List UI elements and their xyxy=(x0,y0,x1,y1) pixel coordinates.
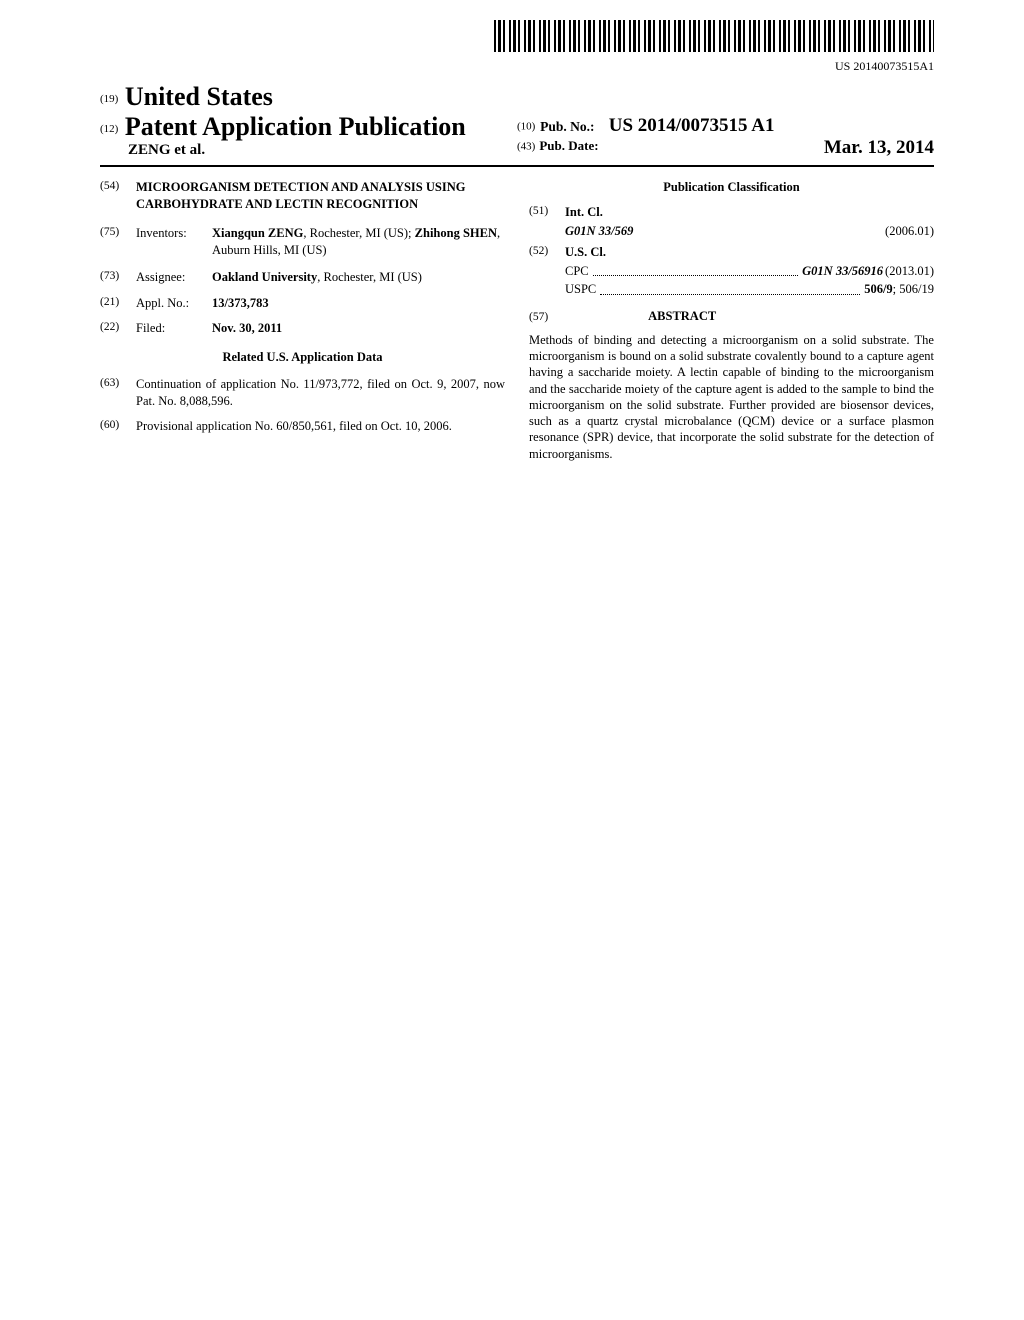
continuation: Continuation of application No. 11/973,7… xyxy=(136,376,505,410)
columns: (54) MICROORGANISM DETECTION AND ANALYSI… xyxy=(100,179,934,462)
related-title: Related U.S. Application Data xyxy=(100,349,505,366)
inventor1-loc: , Rochester, MI (US); xyxy=(303,226,414,240)
filed-code: (22) xyxy=(100,320,136,337)
authors: ZENG et al. xyxy=(100,142,517,159)
filed-label: Filed: xyxy=(136,320,212,337)
abstract-code: (57) xyxy=(529,310,565,326)
country: United States xyxy=(125,82,273,111)
pubdate: Mar. 13, 2014 xyxy=(824,137,934,159)
cpc-value: G01N 33/56916 xyxy=(802,263,883,280)
inventors-label: Inventors: xyxy=(136,225,212,259)
intcl-class: G01N 33/569 xyxy=(565,223,633,240)
divider xyxy=(100,165,934,167)
left-column: (54) MICROORGANISM DETECTION AND ANALYSI… xyxy=(100,179,505,462)
assignee-name: Oakland University xyxy=(212,270,317,284)
abstract-text: Methods of binding and detecting a micro… xyxy=(529,332,934,462)
abstract-title: ABSTRACT xyxy=(648,309,716,323)
assignee-loc: , Rochester, MI (US) xyxy=(317,270,422,284)
prov-code: (60) xyxy=(100,418,136,435)
uscl-code: (52) xyxy=(529,244,565,261)
intcl-label: Int. Cl. xyxy=(565,204,603,221)
applno-code: (21) xyxy=(100,295,136,312)
cont-code: (63) xyxy=(100,376,136,410)
pubno-code: (10) xyxy=(517,121,535,133)
pubno: US 2014/0073515 A1 xyxy=(609,115,775,136)
pub-title: Patent Application Publication xyxy=(125,112,466,141)
header-table: (19) United States (12) Patent Applicati… xyxy=(100,82,934,159)
inventor1-name: Xiangqun ZENG xyxy=(212,226,303,240)
uspc-value: 506/9 xyxy=(864,281,892,298)
inventors-code: (75) xyxy=(100,225,136,259)
pubdate-code: (43) xyxy=(517,140,535,152)
invention-title: MICROORGANISM DETECTION AND ANALYSIS USI… xyxy=(136,179,505,213)
pubno-label: Pub. No.: xyxy=(540,119,594,134)
uspc-dots xyxy=(600,281,860,295)
cpc-label: CPC xyxy=(565,263,589,280)
provisional: Provisional application No. 60/850,561, … xyxy=(136,418,505,435)
pubclass-title: Publication Classification xyxy=(529,179,934,196)
pub-code: (12) xyxy=(100,123,118,135)
cpc-dots xyxy=(593,263,799,277)
uscl-label: U.S. Cl. xyxy=(565,244,606,261)
country-code: (19) xyxy=(100,93,118,105)
filed-date: Nov. 30, 2011 xyxy=(212,320,505,337)
assignee-code: (73) xyxy=(100,269,136,286)
barcode-number: US 20140073515A1 xyxy=(100,59,934,74)
applno: 13/373,783 xyxy=(212,295,505,312)
inventor2-name: Zhihong SHEN xyxy=(415,226,497,240)
pubdate-label: Pub. Date: xyxy=(539,138,598,153)
cpc-year: (2013.01) xyxy=(885,263,934,280)
title-code: (54) xyxy=(100,179,136,213)
uspc-extra: ; 506/19 xyxy=(893,281,934,298)
barcode-graphic xyxy=(494,20,934,52)
assignee-label: Assignee: xyxy=(136,269,212,286)
applno-label: Appl. No.: xyxy=(136,295,212,312)
intcl-year: (2006.01) xyxy=(885,223,934,240)
uspc-label: USPC xyxy=(565,281,596,298)
barcode-area: US 20140073515A1 xyxy=(100,20,934,74)
right-column: Publication Classification (51) Int. Cl.… xyxy=(529,179,934,462)
intcl-code: (51) xyxy=(529,204,565,221)
